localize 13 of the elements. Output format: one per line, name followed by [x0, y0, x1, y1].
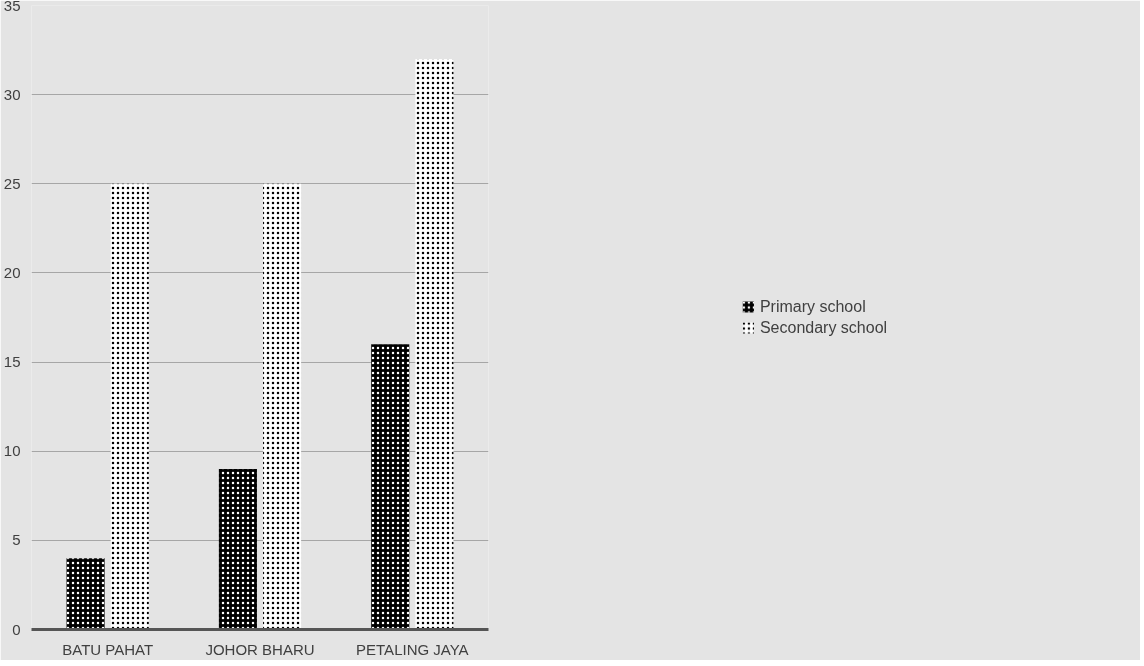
y-tick-label: 25 [3, 174, 21, 192]
y-tick-label: 10 [3, 442, 21, 460]
legend-label: Primary school [759, 297, 866, 316]
y-tick-label: 20 [3, 263, 21, 281]
x-tick-label: PETALING JAYA [356, 640, 469, 658]
y-tick-label: 5 [12, 531, 21, 549]
y-tick-label: 15 [3, 353, 21, 371]
legend-label: Secondary school [759, 318, 888, 337]
y-tick-label: 0 [12, 620, 21, 638]
x-tick-label: JOHOR BHARU [205, 640, 315, 658]
y-tick-label: 30 [3, 85, 21, 103]
x-tick-label: BATU PAHAT [62, 640, 154, 658]
y-tick-label: 35 [3, 0, 21, 14]
